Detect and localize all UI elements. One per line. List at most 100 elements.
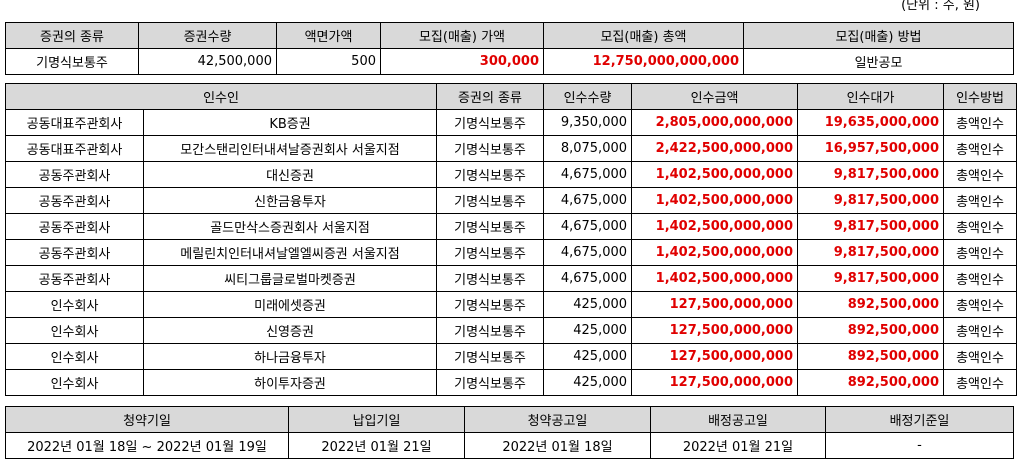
cell: 기명식보통주 xyxy=(436,187,545,214)
cell: 9,817,500,000 xyxy=(797,161,945,188)
data-row: 2022년 01월 18일 ~ 2022년 01월 19일 2022년 01월 2… xyxy=(5,432,1014,459)
cell: 892,500,000 xyxy=(797,291,945,318)
cell: 총액인수 xyxy=(943,343,1018,370)
header-cell: 증권의 종류 xyxy=(436,83,545,110)
schedule-table: 청약기일 납입기일 청약공고일 배정공고일 배정기준일 2022년 01월 18일 ~ 2… xyxy=(5,406,1014,459)
cell: 대신증권 xyxy=(142,161,438,188)
data-row: 인수회사 신영증권 기명식보통주 425,000 127,500,000,000 892,… xyxy=(5,317,1018,344)
cell: 하이투자증권 xyxy=(142,369,438,396)
data-row: 공동주관회사 대신증권 기명식보통주 4,675,000 1,402,500,000,0… xyxy=(5,161,1018,188)
cell: 기명식보통주 xyxy=(436,161,545,188)
header-cell: 인수금액 xyxy=(631,83,799,110)
data-row: 공동주관회사 메릴린치인터내셔날엘엘씨증권 서울지점 기명식보통주 4,675,000… xyxy=(5,239,1018,266)
cell: 425,000 xyxy=(543,369,633,396)
cell: 총액인수 xyxy=(943,109,1018,136)
cell: 총액인수 xyxy=(943,135,1018,162)
header-cell: 증권의 종류 xyxy=(5,22,139,49)
cell: 하나금융투자 xyxy=(142,343,438,370)
cell: 기명식보통주 xyxy=(436,109,545,136)
cell: 신한금융투자 xyxy=(142,187,438,214)
cell: 총액인수 xyxy=(943,213,1018,240)
cell: 127,500,000,000 xyxy=(631,291,799,318)
cell: 기명식보통주 xyxy=(436,265,545,292)
cell: 892,500,000 xyxy=(797,369,945,396)
cell: 300,000 xyxy=(380,48,544,75)
cell: 기명식보통주 xyxy=(436,213,545,240)
cell: 127,500,000,000 xyxy=(631,317,799,344)
cell: 1,402,500,000,000 xyxy=(631,239,799,266)
cell: 2022년 01월 18일 xyxy=(464,432,651,459)
cell: 총액인수 xyxy=(943,161,1018,188)
cell: 4,675,000 xyxy=(543,239,633,266)
cell: 기명식보통주 xyxy=(5,48,139,75)
cell: 공동주관회사 xyxy=(5,187,144,214)
offering-table: 증권의 종류 증권수량 액면가액 모집(매출) 가액 모집(매출) 총액 모집(매출) 방… xyxy=(5,22,1014,75)
cell: 9,817,500,000 xyxy=(797,187,945,214)
header-cell: 청약공고일 xyxy=(464,406,651,433)
data-row: 인수회사 미래에셋증권 기명식보통주 425,000 127,500,000,000 89… xyxy=(5,291,1018,318)
header-cell: 배정기준일 xyxy=(825,406,1014,433)
cell: 425,000 xyxy=(543,291,633,318)
data-row: 공동주관회사 골드만삭스증권회사 서울지점 기명식보통주 4,675,000 1,402… xyxy=(5,213,1018,240)
header-cell: 모집(매출) 방법 xyxy=(743,22,1014,49)
cell: 2,805,000,000,000 xyxy=(631,109,799,136)
cell: 메릴린치인터내셔날엘엘씨증권 서울지점 xyxy=(142,239,438,266)
cell: 2022년 01월 21일 xyxy=(650,432,826,459)
cell: 기명식보통주 xyxy=(436,317,545,344)
cell: 9,817,500,000 xyxy=(797,265,945,292)
header-cell: 납입기일 xyxy=(288,406,465,433)
cell: 인수회사 xyxy=(5,369,144,396)
header-cell: 인수수량 xyxy=(543,83,633,110)
cell: 기명식보통주 xyxy=(436,343,545,370)
cell: 2,422,500,000,000 xyxy=(631,135,799,162)
cell: 1,402,500,000,000 xyxy=(631,187,799,214)
cell: 인수회사 xyxy=(5,343,144,370)
cell: 미래에셋증권 xyxy=(142,291,438,318)
header-cell: 모집(매출) 가액 xyxy=(380,22,544,49)
cell: 127,500,000,000 xyxy=(631,343,799,370)
cell: 기명식보통주 xyxy=(436,135,545,162)
header-cell: 모집(매출) 총액 xyxy=(543,22,744,49)
cell: 12,750,000,000,000 xyxy=(543,48,744,75)
cell: 19,635,000,000 xyxy=(797,109,945,136)
cell: 892,500,000 xyxy=(797,343,945,370)
cell: 신영증권 xyxy=(142,317,438,344)
cell: - xyxy=(825,432,1014,459)
cell: 씨티그룹글로벌마켓증권 xyxy=(142,265,438,292)
data-row: 공동대표주관회사 모간스탠리인터내셔날증권회사 서울지점 기명식보통주 8,075,0… xyxy=(5,135,1018,162)
header-cell: 인수인 xyxy=(4,83,438,110)
data-row: 인수회사 하나금융투자 기명식보통주 425,000 127,500,000,000 89… xyxy=(5,343,1018,370)
data-row: 인수회사 하이투자증권 기명식보통주 425,000 127,500,000,000 89… xyxy=(5,369,1018,396)
cell: 9,350,000 xyxy=(543,109,633,136)
data-row: 기명식보통주 42,500,000 500 300,000 12,750,000,000… xyxy=(5,48,1014,75)
cell: 500 xyxy=(276,48,381,75)
cell: 425,000 xyxy=(543,317,633,344)
cell: 공동대표주관회사 xyxy=(5,109,144,136)
cell: 일반공모 xyxy=(743,48,1014,75)
cell: 공동주관회사 xyxy=(5,239,144,266)
cell: 공동주관회사 xyxy=(5,265,144,292)
cell: 총액인수 xyxy=(943,265,1018,292)
data-row: 공동대표주관회사 KB증권 기명식보통주 9,350,000 2,805,000,000… xyxy=(5,109,1018,136)
cell: 1,402,500,000,000 xyxy=(631,161,799,188)
cell: 모간스탠리인터내셔날증권회사 서울지점 xyxy=(142,135,438,162)
cell: 8,075,000 xyxy=(543,135,633,162)
data-row: 공동주관회사 씨티그룹글로벌마켓증권 기명식보통주 4,675,000 1,402,50… xyxy=(5,265,1018,292)
cell: 공동주관회사 xyxy=(5,213,144,240)
cell: 127,500,000,000 xyxy=(631,369,799,396)
cell: 9,817,500,000 xyxy=(797,213,945,240)
cell: 892,500,000 xyxy=(797,317,945,344)
cell: 기명식보통주 xyxy=(436,369,545,396)
cell: 4,675,000 xyxy=(543,187,633,214)
cell: 총액인수 xyxy=(943,187,1018,214)
header-cell: 인수대가 xyxy=(797,83,945,110)
cell: 총액인수 xyxy=(943,291,1018,318)
cell: 공동주관회사 xyxy=(5,161,144,188)
data-row: 공동주관회사 신한금융투자 기명식보통주 4,675,000 1,402,500,000… xyxy=(5,187,1018,214)
header-row: 증권의 종류 증권수량 액면가액 모집(매출) 가액 모집(매출) 총액 모집(매출) 방… xyxy=(5,22,1014,49)
cell: 9,817,500,000 xyxy=(797,239,945,266)
cell: 총액인수 xyxy=(943,369,1018,396)
header-cell: 인수방법 xyxy=(943,83,1018,110)
cell: 2022년 01월 21일 xyxy=(288,432,465,459)
header-cell: 청약기일 xyxy=(5,406,289,433)
